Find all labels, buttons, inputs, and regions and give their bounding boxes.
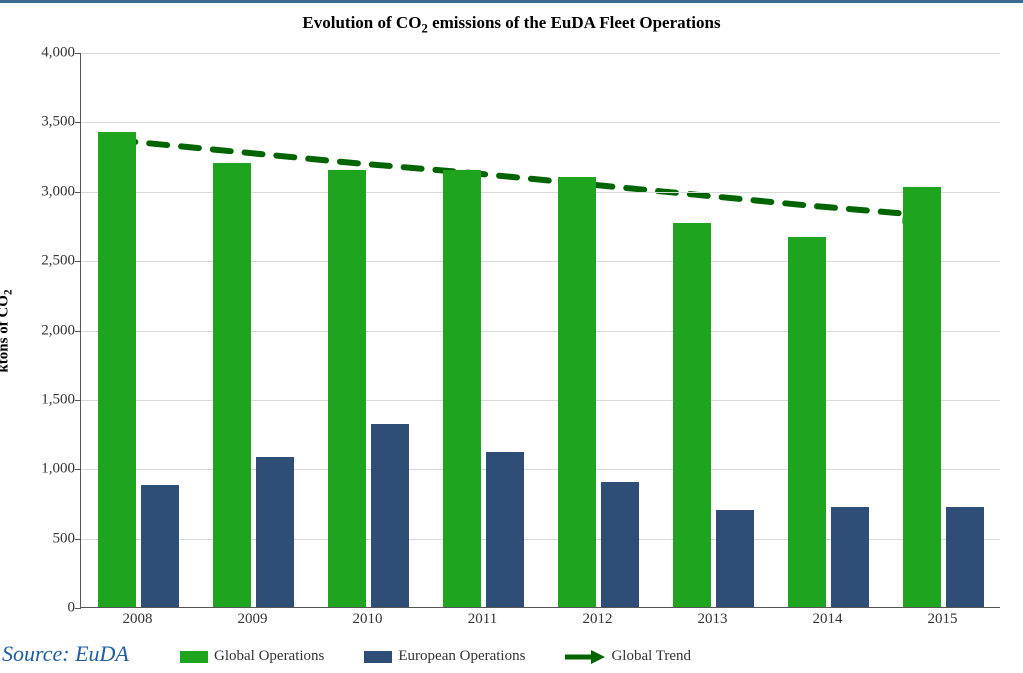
y-tickmark bbox=[75, 331, 81, 332]
gridline bbox=[81, 53, 1000, 54]
y-tick-label: 3,500 bbox=[20, 114, 75, 131]
bar bbox=[558, 177, 596, 607]
bar bbox=[673, 223, 711, 607]
bar bbox=[213, 163, 251, 607]
y-tick-label: 3,000 bbox=[20, 183, 75, 200]
legend-label-trend: Global Trend bbox=[611, 648, 691, 665]
bar bbox=[946, 507, 984, 607]
x-tick-label: 2014 bbox=[798, 611, 858, 628]
bar bbox=[256, 457, 294, 607]
x-tick-label: 2011 bbox=[453, 611, 513, 628]
bar bbox=[328, 170, 366, 607]
bar bbox=[831, 507, 869, 607]
legend-trend-arrow-icon bbox=[565, 649, 605, 665]
x-tick-label: 2008 bbox=[108, 611, 168, 628]
y-tick-label: 1,500 bbox=[20, 391, 75, 408]
legend-swatch-global bbox=[180, 651, 208, 663]
y-tickmark bbox=[75, 261, 81, 262]
legend-item-global: Global Operations bbox=[180, 648, 324, 665]
x-tick-label: 2015 bbox=[913, 611, 973, 628]
y-tick-label: 500 bbox=[20, 530, 75, 547]
bar bbox=[371, 424, 409, 607]
plot-area bbox=[80, 53, 1000, 608]
y-tick-label: 0 bbox=[20, 600, 75, 617]
chart-title: Evolution of CO2 emissions of the EuDA F… bbox=[0, 13, 1023, 36]
y-tickmark bbox=[75, 122, 81, 123]
title-prefix: Evolution of CO bbox=[302, 13, 421, 32]
legend-label-global: Global Operations bbox=[214, 648, 324, 665]
y-axis-label: ktons of CO2 bbox=[0, 289, 15, 372]
x-tick-label: 2010 bbox=[338, 611, 398, 628]
chart-container: Evolution of CO 2 emissions of the EuDA F… bbox=[0, 3, 1023, 673]
bar bbox=[788, 237, 826, 607]
y-tickmark bbox=[75, 469, 81, 470]
bar bbox=[903, 187, 941, 607]
bar bbox=[443, 170, 481, 607]
y-tickmark bbox=[75, 53, 81, 54]
bar bbox=[486, 452, 524, 607]
legend-label-european: European Operations bbox=[398, 648, 525, 665]
ylabel-prefix: ktons of CO bbox=[0, 295, 12, 373]
legend-item-european: European Operations bbox=[364, 648, 525, 665]
y-tickmark bbox=[75, 400, 81, 401]
y-tickmark bbox=[75, 608, 81, 609]
ylabel-sub: 2 bbox=[3, 289, 15, 295]
x-tick-label: 2013 bbox=[683, 611, 743, 628]
bar bbox=[716, 510, 754, 607]
bar bbox=[601, 482, 639, 607]
gridline bbox=[81, 122, 1000, 123]
y-tick-label: 2,000 bbox=[20, 322, 75, 339]
source-attribution: Source: EuDA bbox=[2, 641, 129, 667]
legend-item-trend: Global Trend bbox=[565, 648, 691, 665]
bar bbox=[141, 485, 179, 607]
x-tick-label: 2009 bbox=[223, 611, 283, 628]
y-tick-label: 1,000 bbox=[20, 461, 75, 478]
x-tick-label: 2012 bbox=[568, 611, 628, 628]
y-tick-label: 4,000 bbox=[20, 45, 75, 62]
y-tick-label: 2,500 bbox=[20, 253, 75, 270]
legend-swatch-european bbox=[364, 651, 392, 663]
bar bbox=[98, 132, 136, 607]
title-suffix: emissions of the EuDA Fleet Operations bbox=[428, 13, 721, 32]
y-tickmark bbox=[75, 539, 81, 540]
legend: Global Operations European Operations Gl… bbox=[180, 648, 691, 665]
y-tickmark bbox=[75, 192, 81, 193]
